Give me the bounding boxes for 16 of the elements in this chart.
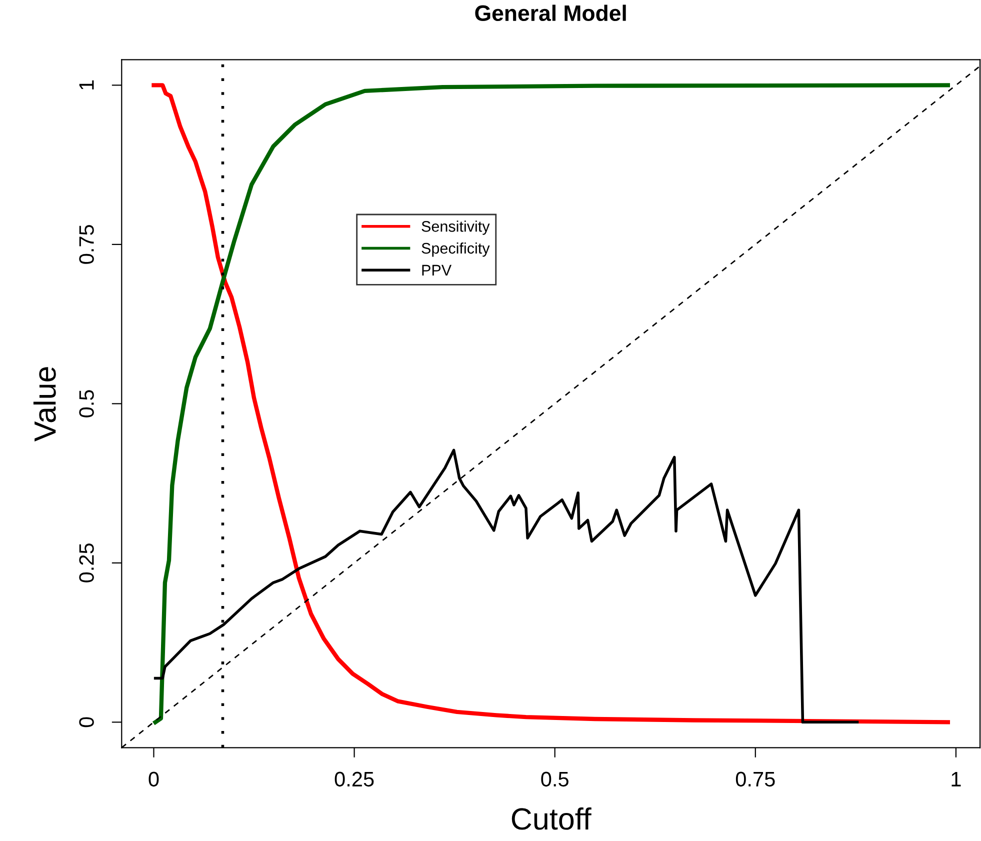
x-tick-label: 0.5: [541, 772, 568, 787]
x-tick-label: 0.25: [334, 772, 374, 787]
x-tick-label: 0: [148, 772, 159, 787]
x-tick-label: 0.75: [736, 772, 775, 787]
legend-label: PPV: [422, 264, 452, 276]
legend-label: Sensitivity: [422, 220, 490, 235]
x-tick-label: 1: [952, 772, 961, 786]
legend-label: Specificity: [422, 242, 490, 257]
y-tick-label: 0.25: [79, 544, 94, 582]
y-axis-title: Value: [33, 367, 56, 442]
y-tick-label: 1: [79, 80, 94, 90]
y-tick-label: 0.5: [79, 390, 94, 418]
x-axis-title: Cutoff: [512, 807, 592, 830]
y-tick-label: 0.75: [79, 225, 94, 264]
chart-title: General Model: [475, 4, 626, 22]
y-tick-label: 0: [79, 717, 94, 728]
